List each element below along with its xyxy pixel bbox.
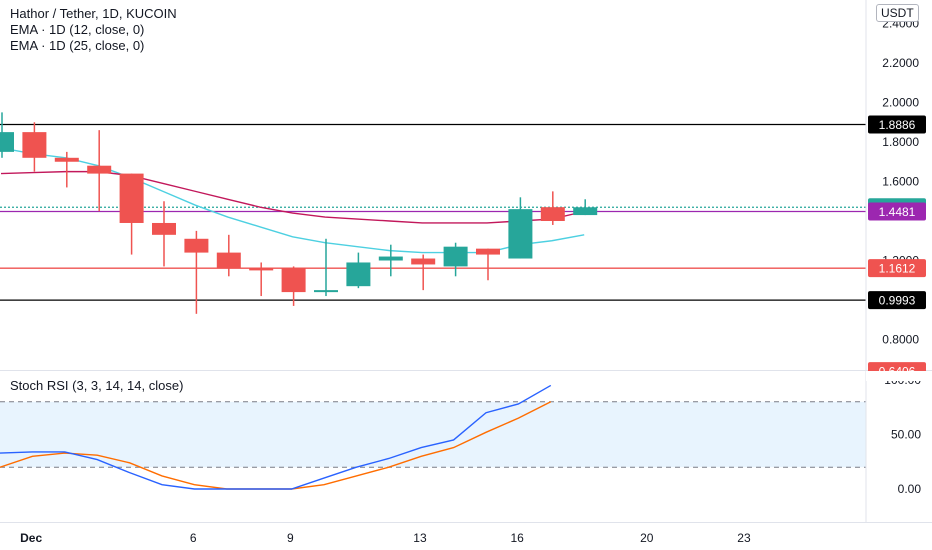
price-tick-label: 0.8000	[882, 333, 919, 347]
candle-body	[346, 262, 371, 287]
ema25-line	[0, 147, 585, 254]
level-label: 1.8886	[879, 118, 916, 132]
candle-body	[54, 157, 79, 162]
level-label: 1.4481	[879, 205, 916, 219]
time-tick-label: 23	[737, 531, 751, 545]
time-tick-label: Dec	[20, 531, 42, 545]
currency-badge[interactable]: USDT	[876, 4, 919, 22]
candles	[0, 112, 598, 314]
price-tick-label: 1.8000	[882, 135, 919, 149]
stoch-k-line	[0, 384, 552, 490]
candle-body	[508, 209, 533, 259]
symbol-title[interactable]: Hathor / Tether, 1D, KUCOIN	[10, 6, 177, 21]
candle-body	[540, 207, 565, 221]
price-tick-label: 2.0000	[882, 96, 919, 110]
band-fill	[0, 401, 866, 468]
rsi-tick-label: 50.00	[891, 428, 921, 442]
candle-body	[249, 268, 274, 271]
level-label: 0.9993	[879, 294, 916, 308]
horizontal-level-lines	[0, 123, 866, 301]
level-label-bg	[868, 202, 926, 221]
candle-body	[378, 256, 403, 261]
candle-body	[573, 207, 598, 216]
ema12-line	[0, 170, 585, 224]
time-tick-label: 6	[190, 531, 197, 545]
time-tick-label: 13	[413, 531, 427, 545]
level-label-bg	[868, 259, 926, 278]
level-label-bg	[868, 115, 926, 134]
candle-body	[411, 258, 436, 265]
stoch-rsi-legend[interactable]: Stoch RSI (3, 3, 14, 14, close)	[10, 378, 184, 393]
candle-body	[22, 132, 47, 158]
price-tick-label: 1.6000	[882, 175, 919, 189]
stoch-rsi-band	[0, 401, 866, 468]
level-label: 1.1612	[879, 262, 916, 276]
candle-body	[281, 268, 306, 293]
candle-body	[216, 252, 241, 269]
candle-body	[119, 173, 144, 223]
level-label-bg	[868, 291, 926, 310]
candle-body	[184, 238, 209, 253]
time-tick-label: 9	[287, 531, 294, 545]
rsi-tick-label: 0.00	[898, 482, 922, 496]
ema12-legend[interactable]: EMA · 1D (12, close, 0)	[10, 22, 145, 37]
pane-cover	[866, 371, 932, 381]
ema-lines	[0, 147, 585, 254]
candle-body	[314, 290, 338, 293]
time-tick-label: 16	[510, 531, 524, 545]
chart-legend: Hathor / Tether, 1D, KUCOIN EMA · 1D (12…	[10, 6, 177, 54]
candle-body	[0, 132, 14, 152]
candle-body	[443, 246, 468, 267]
price-tick-label: 2.2000	[882, 56, 919, 70]
candle-body	[152, 222, 176, 235]
candle-body	[87, 165, 112, 174]
time-tick-label: 20	[640, 531, 654, 545]
stoch-rsi-lines	[0, 384, 552, 490]
ema25-legend[interactable]: EMA · 1D (25, close, 0)	[10, 38, 145, 53]
candle-body	[476, 248, 500, 255]
